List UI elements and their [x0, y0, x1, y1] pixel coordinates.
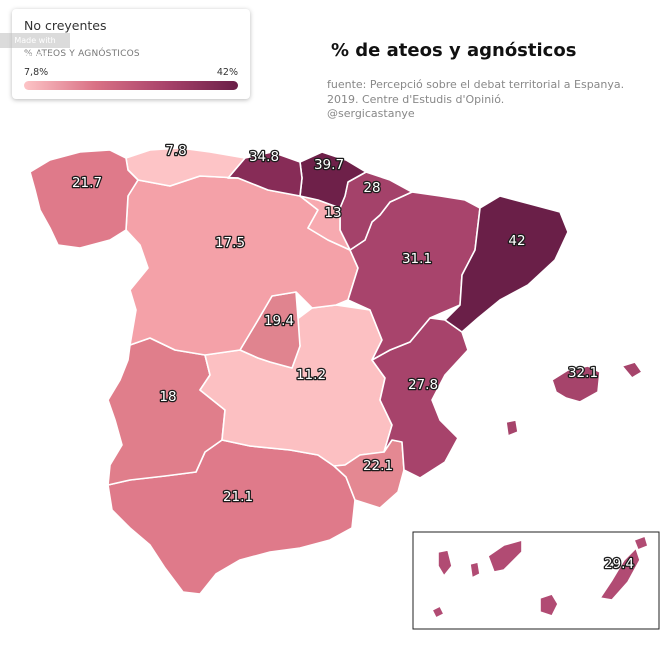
value-label-cantabria: 34.8 — [249, 149, 279, 165]
region-valenciana[interactable] — [371, 317, 469, 479]
value-label-illes-balears: 32.1 — [568, 365, 598, 381]
region-illes-balears[interactable] — [505, 361, 643, 437]
value-label-madrid: 19.4 — [264, 313, 294, 329]
legend-subtitle: % ATEOS Y AGNÓSTICOS — [24, 49, 140, 59]
source-line: 2019. Centre d'Estudis d'Opinió. — [327, 92, 505, 106]
source-line: fuente: Percepció sobre el debat territo… — [327, 78, 625, 91]
value-label-valenciana: 27.8 — [408, 377, 438, 393]
legend-panel: No creyentes % ATEOS Y AGNÓSTICOS 7,8% 4… — [12, 9, 250, 99]
watermark-badge[interactable]: Made with Flourish — [0, 33, 70, 60]
value-label-pais-vasco: 39.7 — [314, 157, 344, 173]
value-label-castilla-la-mancha: 11.2 — [296, 367, 326, 383]
value-label-cataluna: 42 — [508, 233, 525, 249]
legend-max-label: 42% — [216, 67, 238, 78]
value-label-asturias: 7.8 — [165, 143, 186, 159]
source-note: fuente: Percepció sobre el debat territo… — [327, 78, 627, 122]
value-label-canarias: 29.4 — [604, 556, 634, 572]
value-label-castilla-y-leon: 17.5 — [215, 235, 245, 251]
value-label-extremadura: 18 — [159, 389, 176, 405]
source-line: @sergicastanye — [327, 107, 415, 120]
region-canarias[interactable] — [431, 535, 649, 619]
canarias-inset-frame — [412, 531, 660, 630]
region-aragon[interactable] — [347, 191, 481, 361]
value-label-aragon: 31.1 — [402, 251, 432, 267]
value-label-navarra: 28 — [363, 180, 380, 196]
value-label-galicia: 21.7 — [72, 175, 102, 191]
legend-title: No creyentes — [24, 18, 107, 33]
value-label-la-rioja: 13 — [324, 205, 341, 221]
value-label-murcia: 22.1 — [363, 458, 393, 474]
region-galicia[interactable] — [29, 149, 139, 249]
region-cantabria[interactable] — [227, 151, 303, 197]
map-title: % de ateos y agnósticos — [331, 40, 577, 61]
legend-min-label: 7,8% — [24, 67, 49, 78]
region-cataluna[interactable] — [444, 195, 569, 333]
value-label-andalucia: 21.1 — [223, 489, 253, 505]
legend-color-scale — [24, 81, 238, 90]
